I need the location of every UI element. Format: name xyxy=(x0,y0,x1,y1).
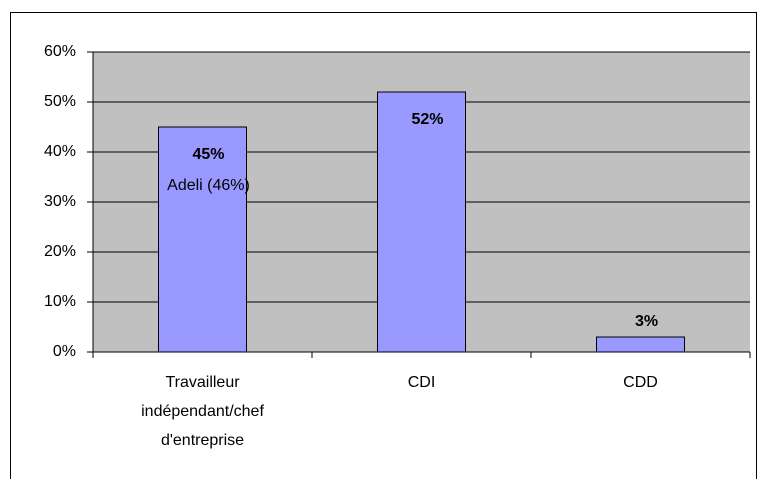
y-tick-label: 0% xyxy=(53,343,76,360)
y-tick-label: 30% xyxy=(44,193,76,210)
y-tick-label: 40% xyxy=(44,143,76,160)
bar xyxy=(596,336,685,353)
data-label: 45% xyxy=(192,146,224,163)
x-tick-label-line: Travailleur xyxy=(165,374,240,391)
x-tick-label-line: d'entreprise xyxy=(161,432,244,449)
y-tick-label: 10% xyxy=(44,293,76,310)
bar xyxy=(158,126,247,353)
y-tick-label: 50% xyxy=(44,93,76,110)
x-tick-label: CDI xyxy=(408,374,436,391)
y-tick-label: 20% xyxy=(44,243,76,260)
data-label: 52% xyxy=(411,111,443,128)
y-tick-label: 60% xyxy=(44,43,76,60)
data-label: 3% xyxy=(635,313,658,330)
annotation: Adeli (46%) xyxy=(167,177,250,194)
bar xyxy=(377,91,466,353)
x-tick-label: CDD xyxy=(623,374,658,391)
x-tick-label: Travailleur indépendant/chef d'entreprise xyxy=(141,374,264,449)
x-tick-label-line: indépendant/chef xyxy=(141,403,264,420)
